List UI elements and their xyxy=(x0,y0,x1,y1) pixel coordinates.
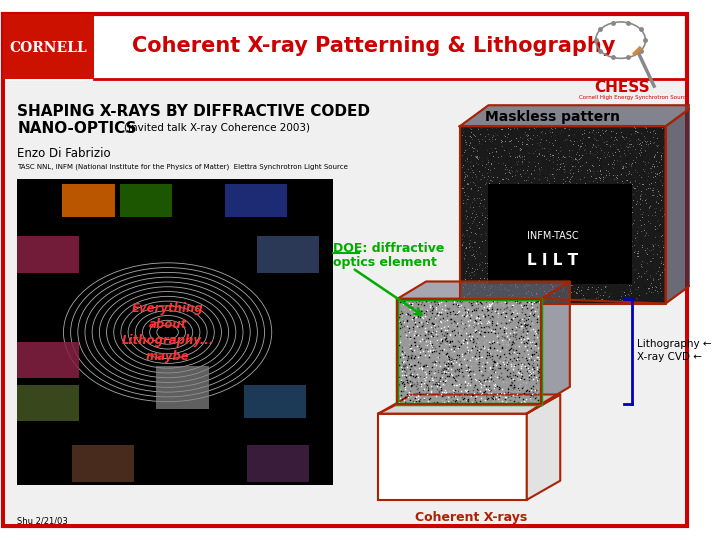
Text: NANO-OPTICS: NANO-OPTICS xyxy=(17,121,137,136)
Bar xyxy=(3,14,94,79)
Bar xyxy=(247,446,310,482)
Text: SHAPING X-RAYS BY DIFFRACTIVE CODED: SHAPING X-RAYS BY DIFFRACTIVE CODED xyxy=(17,104,370,119)
Bar xyxy=(17,179,333,485)
Bar xyxy=(397,299,541,404)
Bar xyxy=(17,342,79,378)
Bar xyxy=(17,237,79,273)
Text: Enzo Di Fabrizio: Enzo Di Fabrizio xyxy=(17,147,111,160)
Text: X-ray CVD ←: X-ray CVD ← xyxy=(637,352,702,362)
Polygon shape xyxy=(378,395,560,414)
Polygon shape xyxy=(459,105,694,126)
Text: Coherent X-ray Patterning & Lithography: Coherent X-ray Patterning & Lithography xyxy=(132,36,615,56)
Polygon shape xyxy=(397,281,570,299)
Text: Lithography ←: Lithography ← xyxy=(637,339,711,349)
Polygon shape xyxy=(527,395,560,500)
Text: Maskless pattern: Maskless pattern xyxy=(485,110,620,124)
Polygon shape xyxy=(665,105,694,303)
Text: L I L T: L I L T xyxy=(527,253,578,268)
Bar xyxy=(397,299,541,404)
Bar xyxy=(225,184,287,217)
Bar xyxy=(120,184,172,217)
Bar xyxy=(378,414,527,500)
Bar xyxy=(62,184,115,217)
Bar xyxy=(72,446,134,482)
Bar xyxy=(459,126,665,303)
Text: Coherent X-rays: Coherent X-rays xyxy=(415,511,527,524)
Text: Cornell High Energy Synchrotron Source: Cornell High Energy Synchrotron Source xyxy=(580,95,690,100)
Text: CORNELL: CORNELL xyxy=(9,41,86,55)
Text: TASC NNL, INFM (National Institute for the Physics of Matter)  Elettra Synchrotr: TASC NNL, INFM (National Institute for t… xyxy=(17,163,348,170)
Text: (invited talk X-ray Coherence 2003): (invited talk X-ray Coherence 2003) xyxy=(125,123,310,133)
Text: Shu 2/21/03: Shu 2/21/03 xyxy=(17,516,68,525)
Bar xyxy=(5,82,685,524)
Text: INFM-TASC: INFM-TASC xyxy=(527,232,578,241)
Text: optics element: optics element xyxy=(333,256,437,269)
Text: DOE: diffractive: DOE: diffractive xyxy=(333,242,445,255)
Polygon shape xyxy=(541,281,570,404)
Text: Everything
about
Lithography...
maybe: Everything about Lithography... maybe xyxy=(122,302,214,363)
Bar xyxy=(256,237,319,273)
Bar xyxy=(156,366,209,409)
Bar xyxy=(488,184,632,285)
Bar xyxy=(17,385,79,421)
Bar xyxy=(244,385,307,418)
Text: CHESS: CHESS xyxy=(594,79,649,94)
